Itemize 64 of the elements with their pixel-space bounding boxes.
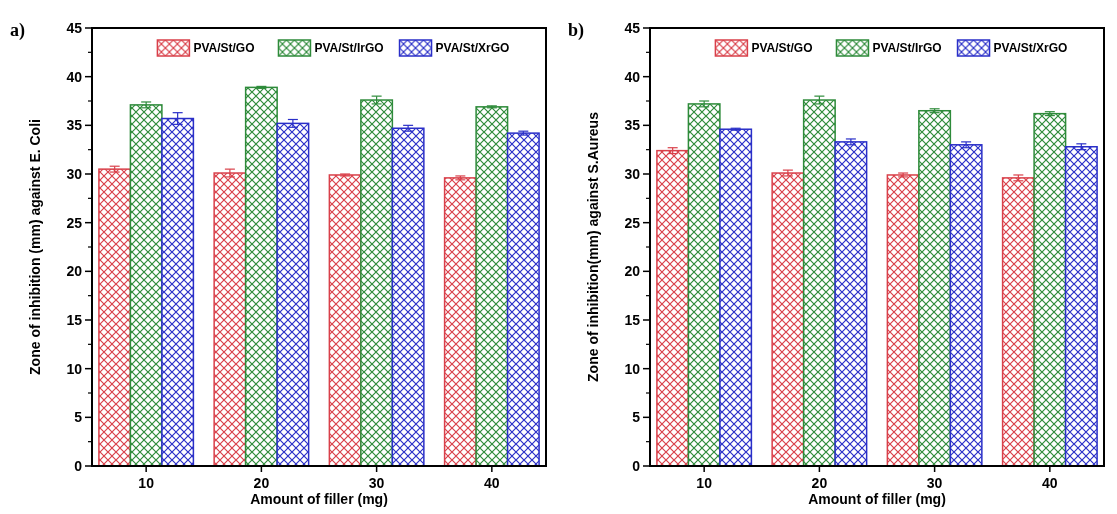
- legend-label: PVA/St/IrGO: [314, 41, 384, 56]
- y-tick-label: 10: [66, 360, 83, 377]
- y-tick-label: 30: [624, 165, 641, 182]
- bar: [98, 168, 132, 467]
- x-axis-title: Amount of filler (mg): [808, 491, 946, 507]
- legend-label: PVA/St/IrGO: [872, 41, 942, 56]
- bar: [834, 141, 868, 467]
- y-tick-label: 35: [624, 117, 641, 134]
- bar: [328, 174, 362, 467]
- bar: [1033, 112, 1067, 467]
- x-tick-label: 40: [484, 475, 500, 491]
- bar: [443, 177, 477, 467]
- y-tick-label: 30: [66, 165, 83, 182]
- y-tick-label: 40: [624, 68, 641, 85]
- y-tick-label: 10: [624, 360, 641, 377]
- y-tick-label: 35: [66, 117, 83, 134]
- y-tick-label: 0: [74, 457, 83, 474]
- bar: [506, 132, 540, 467]
- bar: [475, 106, 509, 467]
- y-tick-label: 15: [66, 311, 83, 328]
- bar: [360, 99, 394, 467]
- y-tick-label: 25: [624, 214, 641, 231]
- y-tick-label: 45: [66, 19, 83, 36]
- y-tick-label: 45: [624, 19, 641, 36]
- x-tick-label: 20: [253, 475, 270, 491]
- bar: [918, 109, 952, 467]
- y-tick-label: 20: [624, 263, 641, 280]
- bar: [129, 104, 163, 467]
- x-tick-label: 30: [926, 475, 943, 491]
- bar: [391, 127, 425, 467]
- bar: [1064, 146, 1098, 467]
- bar: [244, 86, 278, 467]
- bar: [656, 149, 690, 467]
- legend-label: PVA/St/XrGO: [993, 41, 1068, 56]
- legend-label: PVA/St/GO: [751, 41, 813, 56]
- x-tick-label: 10: [138, 475, 155, 491]
- y-axis-title: Zone of inhibition(mm) against S.Aureus: [585, 111, 601, 382]
- x-axis-title: Amount of filler (mg): [250, 491, 388, 507]
- x-tick-label: 10: [696, 475, 713, 491]
- y-tick-label: 40: [66, 68, 83, 85]
- legend-label: PVA/St/GO: [193, 41, 255, 56]
- bar: [802, 99, 836, 467]
- chart-title: b): [568, 20, 585, 41]
- y-tick-label: 5: [74, 409, 83, 426]
- legend-label: PVA/St/XrGO: [435, 41, 510, 56]
- bar: [276, 122, 310, 467]
- y-tick-label: 15: [624, 311, 641, 328]
- y-axis-title: Zone of inhibition (mm) against E. Coli: [27, 119, 43, 375]
- x-tick-label: 30: [368, 475, 385, 491]
- chart-title: a): [10, 20, 25, 41]
- x-tick-label: 20: [811, 475, 828, 491]
- bar: [886, 174, 920, 467]
- bar: [949, 144, 983, 467]
- y-tick-label: 20: [66, 263, 83, 280]
- y-tick-label: 5: [632, 409, 641, 426]
- y-tick-label: 25: [66, 214, 83, 231]
- bar: [213, 172, 247, 467]
- x-tick-label: 40: [1042, 475, 1058, 491]
- bar: [161, 117, 195, 467]
- bar: [719, 128, 753, 467]
- bar: [1001, 177, 1035, 467]
- bar: [687, 103, 721, 467]
- bar: [771, 172, 805, 467]
- y-tick-label: 0: [632, 457, 641, 474]
